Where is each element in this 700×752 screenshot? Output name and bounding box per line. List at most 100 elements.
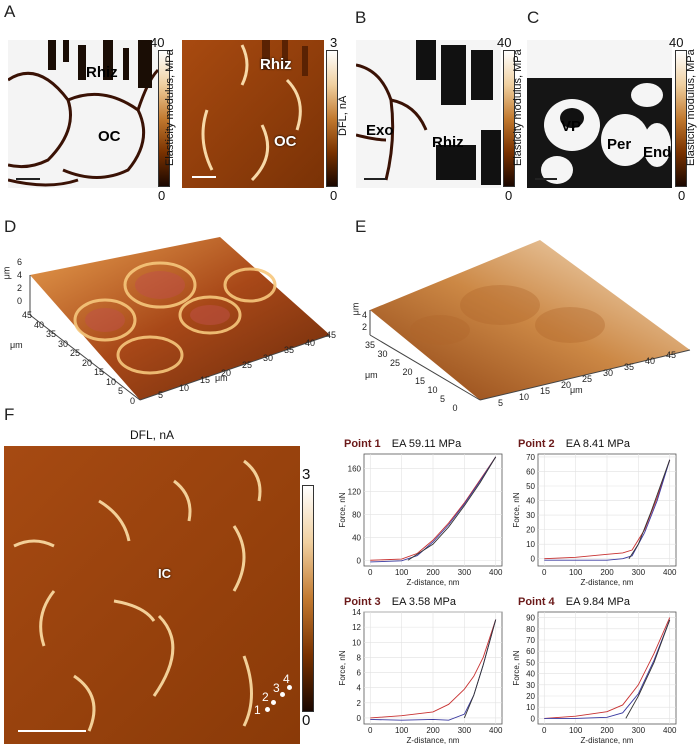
e-x-tick: 40 xyxy=(645,356,656,366)
x-tick-label: 300 xyxy=(632,726,646,735)
panel-d-surface-image xyxy=(29,237,331,401)
point-marker xyxy=(287,685,292,690)
x-tick-label: 400 xyxy=(489,726,503,735)
e-y-tick: 25 xyxy=(390,358,401,368)
point-label-1: 1 xyxy=(254,703,261,717)
label-oc: OC xyxy=(98,128,121,145)
x-tick-label: 200 xyxy=(426,726,440,735)
y-tick-label: 80 xyxy=(526,625,535,634)
x-tick-label: 300 xyxy=(458,568,472,577)
series-line xyxy=(628,459,671,559)
d-z-tick: 6 xyxy=(17,257,23,267)
point-title: Point 4 xyxy=(518,596,555,608)
y-tick-label: 40 xyxy=(352,533,361,542)
y-axis-label: Force, nN xyxy=(338,492,347,527)
e-y-tick: 15 xyxy=(415,376,426,386)
colorbar-dfl-max: 3 xyxy=(330,35,338,50)
chart-title: Point 1 EA 59.11 MPa xyxy=(344,438,461,450)
d-y-tick: 20 xyxy=(82,357,93,368)
x-tick-label: 100 xyxy=(395,726,409,735)
panel-b-elasticity-map: Exo Rhiz xyxy=(356,40,501,188)
panel-d-3d-surface xyxy=(0,225,345,405)
y-tick-label: 20 xyxy=(526,692,535,701)
y-tick-label: 4 xyxy=(357,684,362,693)
x-axis-label: Z-distance, nm xyxy=(581,578,634,587)
series-line xyxy=(407,456,497,561)
colorbar-f-min: 0 xyxy=(302,712,311,729)
colorbar-max: 40 xyxy=(150,35,165,50)
force-curve-svg: 0 100 200 300 400 0 10 20 30 40 50 60 70 Z-distance, … xyxy=(512,453,677,587)
colorbar-b-max: 40 xyxy=(497,35,512,50)
elasticity-map-image xyxy=(8,40,158,188)
y-tick-label: 120 xyxy=(348,487,362,496)
d-y-tick: 35 xyxy=(46,329,57,339)
panel-label-a: A xyxy=(4,2,16,21)
ea-value: EA 3.58 MPa xyxy=(388,596,456,608)
d-z-tick: 2 xyxy=(17,283,23,293)
y-tick-label: 30 xyxy=(526,681,535,690)
colorbar-b-title: Elasticity modulus, MPa xyxy=(512,49,524,166)
e-x-tick: 5 xyxy=(498,398,504,408)
e-x-tick: 25 xyxy=(582,374,593,384)
scale-bar-c xyxy=(535,178,557,180)
y-tick-label: 8 xyxy=(357,653,362,662)
colorbar-dfl-title: DFL, nA xyxy=(337,95,349,136)
x-tick-label: 100 xyxy=(569,726,583,735)
colorbar-title: Elasticity modulus, MPa xyxy=(164,49,176,166)
y-tick-label: 14 xyxy=(352,608,361,617)
point-label-3: 3 xyxy=(273,681,280,695)
y-tick-label: 6 xyxy=(357,669,362,678)
e-y-tick: 30 xyxy=(377,349,388,359)
label-vp: VP xyxy=(561,118,582,135)
y-tick-label: 70 xyxy=(526,453,535,462)
d-z-tick: 0 xyxy=(17,296,23,306)
label-ic: IC xyxy=(158,566,171,581)
point-title: Point 3 xyxy=(344,596,381,608)
x-tick-label: 0 xyxy=(542,568,547,577)
dfl-map-image xyxy=(182,40,324,188)
point-title: Point 2 xyxy=(518,438,555,450)
e-x-tick: 45 xyxy=(666,350,677,360)
d-x-label: μm xyxy=(215,373,228,383)
y-tick-label: 50 xyxy=(526,658,535,667)
y-tick-label: 10 xyxy=(526,703,535,712)
colorbar-c xyxy=(675,50,687,187)
panel-label-b: B xyxy=(355,8,367,27)
y-axis-label: Force, nN xyxy=(512,492,521,527)
colorbar-c-min: 0 xyxy=(678,188,686,203)
x-axis-label: Z-distance, nm xyxy=(407,578,460,587)
e-y-tick: 5 xyxy=(440,394,446,404)
scale-bar-f xyxy=(18,730,86,732)
y-tick-label: 160 xyxy=(348,464,362,473)
x-tick-label: 200 xyxy=(426,568,440,577)
panel-a-dfl-map: Rhiz OC xyxy=(182,40,324,188)
d-y-tick: 15 xyxy=(94,367,105,377)
label-end: End xyxy=(643,144,672,161)
chart-title: Point 2 EA 8.41 MPa xyxy=(518,438,630,450)
x-tick-label: 100 xyxy=(569,568,583,577)
e-x-tick: 10 xyxy=(519,392,530,402)
d-x-tick: 20 xyxy=(221,367,232,378)
d-x-tick: 45 xyxy=(326,330,337,340)
x-axis-label: Z-distance, nm xyxy=(407,736,460,745)
force-curve-chart-3: 0 100 200 300 400 0 2 4 6 8 10 12 14 Z-distance, nm Fo… xyxy=(338,596,508,746)
panel-c-image xyxy=(527,40,672,188)
e-y-label: μm xyxy=(365,370,378,380)
x-tick-label: 200 xyxy=(600,568,614,577)
y-tick-label: 12 xyxy=(352,623,361,632)
panel-e-3d-surface xyxy=(350,210,700,410)
d-z-label: μm xyxy=(1,266,12,280)
ea-value: EA 8.41 MPa xyxy=(562,438,630,450)
x-tick-label: 300 xyxy=(458,726,472,735)
scale-bar-b xyxy=(364,178,386,180)
d-y-tick: 5 xyxy=(118,386,124,396)
force-curve-chart-4: 0 100 200 300 400 0 10 20 30 40 50 60 70 80 90 Z-distan… xyxy=(512,596,682,746)
d-y-tick: 0 xyxy=(130,395,136,406)
colorbar-f xyxy=(302,485,314,712)
colorbar-b-min: 0 xyxy=(505,188,513,203)
x-tick-label: 100 xyxy=(395,568,409,577)
series-line xyxy=(370,456,497,563)
x-tick-label: 200 xyxy=(600,726,614,735)
e-y-tick: 35 xyxy=(365,340,376,350)
series-line xyxy=(463,619,497,719)
